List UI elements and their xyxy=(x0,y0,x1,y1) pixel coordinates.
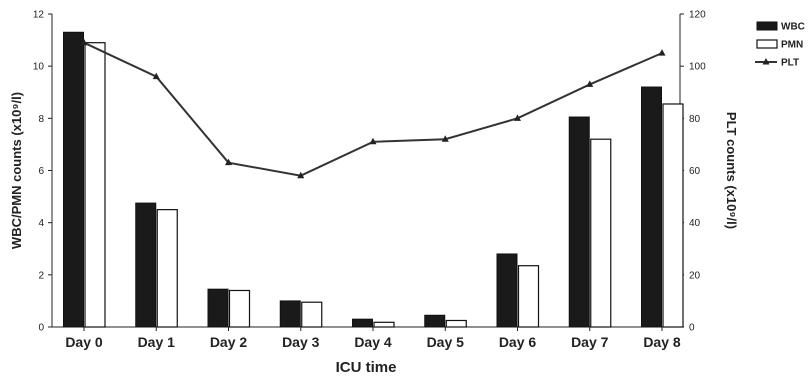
wbc-bar xyxy=(496,253,518,328)
right-y-tick-label: 40 xyxy=(689,218,701,229)
left-y-tick-label: 8 xyxy=(38,114,44,125)
x-category-label: Day 6 xyxy=(499,334,537,350)
pmn-bar xyxy=(156,209,178,328)
legend-swatch-pmn xyxy=(756,39,778,49)
pmn-bar xyxy=(662,103,684,328)
left-y-tick-label: 6 xyxy=(38,166,44,177)
x-category-label: Day 8 xyxy=(643,334,681,350)
legend-label-pmn: PMN xyxy=(781,40,803,51)
right-y-tick-label: 0 xyxy=(689,323,695,334)
pmn-bar xyxy=(373,321,395,328)
legend: WBC PMN PLT xyxy=(755,21,805,69)
wbc-bar xyxy=(279,300,301,328)
wbc-bar xyxy=(641,86,662,328)
legend-marker-plt xyxy=(762,58,770,65)
legend-label-wbc: WBC xyxy=(781,22,805,33)
plt-point-marker xyxy=(369,137,377,145)
plt-point-marker xyxy=(80,38,88,46)
legend-swatch-wbc xyxy=(756,21,778,31)
left-y-tick-label: 0 xyxy=(38,323,44,334)
wbc-bar xyxy=(424,314,446,328)
left-y-tick-label: 2 xyxy=(38,270,44,281)
right-y-tick-label: 100 xyxy=(689,62,706,73)
legend-label-plt: PLT xyxy=(781,58,799,69)
x-category-label: Day 2 xyxy=(210,334,248,350)
plt-point-marker xyxy=(152,72,160,80)
plt-point-marker xyxy=(514,114,521,121)
wbc-bar xyxy=(63,31,84,328)
plt-point-marker xyxy=(441,135,449,142)
left-y-tick-label: 10 xyxy=(33,62,45,73)
left-y-tick-label: 4 xyxy=(38,218,44,229)
wbc-bar xyxy=(207,288,229,328)
wbc-bar xyxy=(352,318,373,328)
pmn-bar xyxy=(84,42,106,328)
x-category-label: Day 1 xyxy=(138,334,176,350)
pmn-bar xyxy=(228,289,251,328)
pmn-bar xyxy=(301,301,323,328)
x-axis-title: ICU time xyxy=(336,359,397,376)
plt-point-marker xyxy=(225,158,232,166)
plt-point-marker xyxy=(586,80,594,87)
left-y-tick-label: 12 xyxy=(33,10,45,21)
left-y-axis-title: WBC/PMN counts (x10⁹/l) xyxy=(9,92,24,249)
plt-line xyxy=(80,38,666,179)
right-y-axis-title: PLT counts (x10⁹/l) xyxy=(724,112,739,229)
wbc-bar xyxy=(568,116,590,328)
wbc-bar xyxy=(135,202,157,328)
x-category-label: Day 5 xyxy=(427,334,465,350)
plt-point-marker xyxy=(658,49,666,56)
right-y-tick-label: 120 xyxy=(689,10,706,21)
pmn-bar xyxy=(445,319,467,328)
x-category-label: Day 4 xyxy=(354,334,392,350)
right-y-tick-label: 80 xyxy=(689,114,701,125)
x-category-label: Day 3 xyxy=(282,334,320,350)
pmn-bar xyxy=(517,265,540,328)
bars xyxy=(63,31,684,328)
right-y-tick-label: 60 xyxy=(689,166,701,177)
x-category-label: Day 7 xyxy=(571,334,609,350)
x-category-label: Day 0 xyxy=(65,334,103,350)
right-y-tick-label: 20 xyxy=(689,270,701,281)
pmn-bar xyxy=(590,138,612,328)
plt-point-marker xyxy=(297,171,305,179)
